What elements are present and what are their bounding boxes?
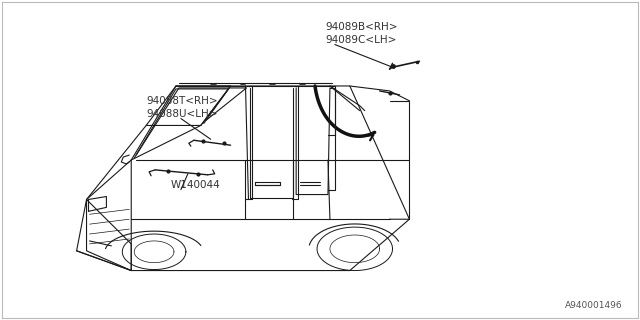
Text: 94088T<RH>: 94088T<RH> (146, 96, 218, 106)
Text: 94088U<LH>: 94088U<LH> (146, 108, 218, 118)
Text: 94089C<LH>: 94089C<LH> (325, 35, 396, 44)
Text: W140044: W140044 (171, 180, 221, 190)
Text: A940001496: A940001496 (565, 301, 623, 310)
Text: 94089B<RH>: 94089B<RH> (325, 22, 397, 32)
